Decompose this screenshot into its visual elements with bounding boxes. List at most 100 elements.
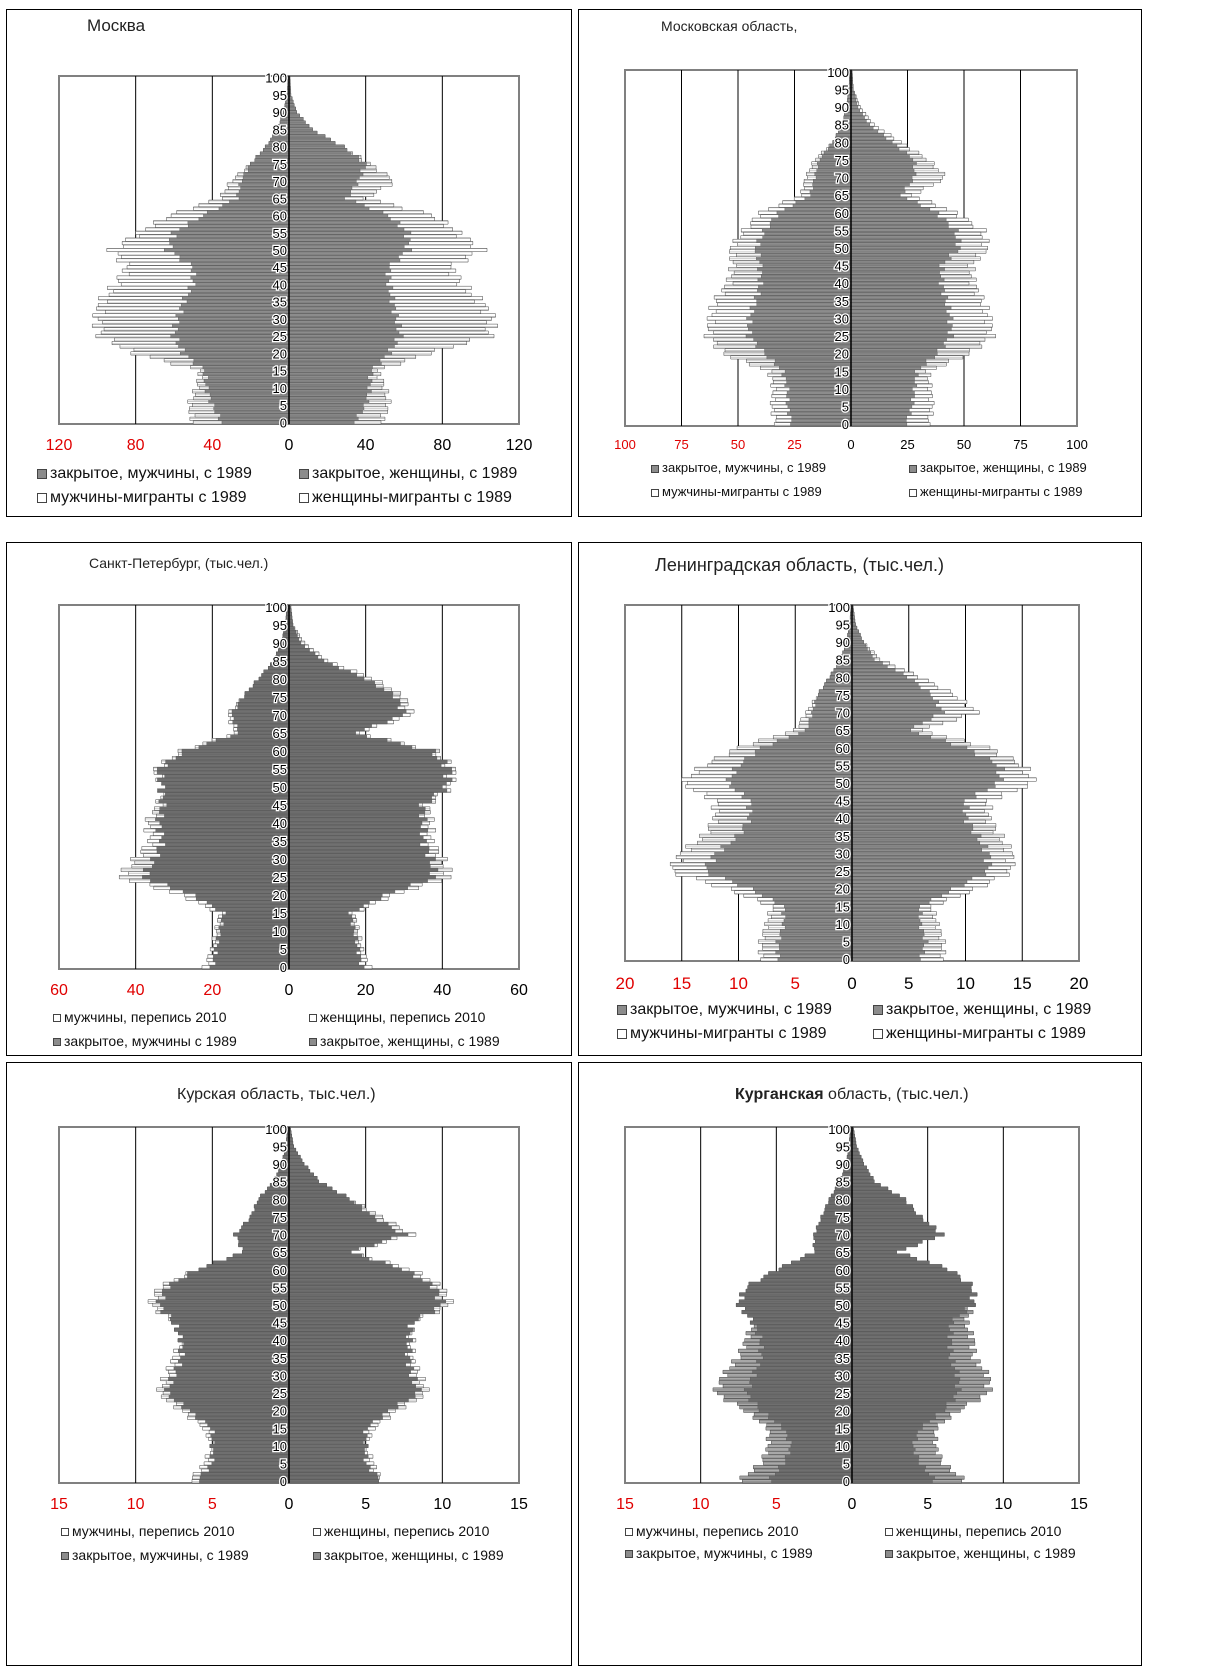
legend-label: закрытое, мужчины, с 1989 — [636, 1545, 813, 1561]
legend-item: женщины, перепись 2010 — [885, 1523, 1061, 1539]
legend-item: мужчины, перепись 2010 — [53, 1009, 227, 1025]
x-tick-label: 20 — [1070, 974, 1089, 993]
bar-series-stripes — [852, 1127, 978, 1483]
legend-swatch-migrant — [313, 1528, 321, 1537]
age-tick-label: 55 — [835, 223, 849, 238]
legend-item: закрытое, женщины, с 1989 — [885, 1545, 1076, 1561]
age-tick-label: 15 — [836, 1421, 850, 1436]
x-tick-label: 50 — [731, 437, 745, 452]
age-tick-label: 30 — [836, 846, 850, 861]
age-tick-label: 90 — [273, 1157, 287, 1172]
age-tick-label: 10 — [836, 917, 850, 932]
age-tick-label: 45 — [273, 798, 287, 813]
legend-item: женщины-мигранты с 1989 — [909, 484, 1082, 499]
age-tick-label: 95 — [835, 82, 849, 97]
x-tick-label: 100 — [614, 437, 636, 452]
age-tick-label: 20 — [836, 882, 850, 897]
legend-swatch-closed — [651, 464, 659, 473]
age-tick-label: 25 — [273, 1386, 287, 1401]
age-tick-label: 100 — [265, 1122, 287, 1137]
pyramid-chart: 1009590858075706560555045403530252015105… — [46, 69, 533, 454]
x-tick-label: 10 — [729, 974, 748, 993]
age-tick-label: 70 — [836, 706, 850, 721]
age-tick-label: 5 — [843, 935, 850, 950]
age-tick-label: 70 — [273, 1228, 287, 1243]
age-tick-label: 60 — [273, 744, 287, 759]
legend-swatch-migrant — [53, 1014, 61, 1023]
legend-swatch-migrant — [61, 1528, 69, 1537]
age-tick-label: 15 — [835, 364, 849, 379]
legend-label: закрытое, мужчины, с 1989 — [50, 465, 252, 482]
age-tick-label: 70 — [836, 1228, 850, 1243]
series-female-inner — [851, 1126, 978, 1484]
age-tick-label: 25 — [835, 329, 849, 344]
series-male-inner — [745, 69, 852, 427]
age-tick-label: 50 — [835, 241, 849, 256]
age-tick-label: 85 — [273, 122, 287, 137]
x-tick-label: 10 — [692, 1496, 710, 1513]
bar-series-stripes — [736, 1127, 852, 1483]
legend-item: закрытое, мужчины, с 1989 — [625, 1545, 813, 1561]
chart-title: Московская область, — [661, 18, 798, 34]
age-tick-label: 0 — [280, 415, 287, 430]
legend-label: закрытое, мужчины с 1989 — [64, 1033, 237, 1049]
x-tick-label: 5 — [208, 1496, 217, 1513]
age-tick-label: 85 — [273, 654, 287, 669]
age-tick-label: 40 — [836, 811, 850, 826]
age-tick-label: 80 — [273, 1192, 287, 1207]
x-tick-label: 5 — [791, 974, 800, 993]
bar-series-stripes — [852, 605, 1005, 961]
age-tick-label: 90 — [273, 636, 287, 651]
legend-swatch-closed — [61, 1552, 69, 1561]
x-tick-label: 10 — [127, 1496, 145, 1513]
x-tick-label: 40 — [203, 437, 221, 454]
legend-label: мужчины, перепись 2010 — [64, 1009, 227, 1025]
age-tick-label: 55 — [273, 762, 287, 777]
age-tick-label: 30 — [273, 852, 287, 867]
x-tick-label: 15 — [1013, 974, 1032, 993]
x-tick-label: 5 — [361, 1496, 370, 1513]
x-tick-label: 100 — [1066, 437, 1088, 452]
chart-panel-kursk-oblast: Курская область, тыс.чел.) 100 95 90 85 80 75… — [6, 1062, 572, 1666]
x-tick-label: 60 — [510, 982, 528, 999]
age-tick-label: 95 — [273, 88, 287, 103]
age-tick-label: 95 — [273, 618, 287, 633]
age-tick-label: 40 — [273, 1333, 287, 1348]
age-tick-label: 80 — [273, 672, 287, 687]
series-female-inner — [288, 604, 453, 970]
age-tick-label: 55 — [273, 226, 287, 241]
chart-panel-leningrad-oblast: Ленинградская область, (тыс.чел.) 100 95 9… — [578, 542, 1142, 1056]
pyramid-chart: 1009590858075706560555045403530252015105… — [50, 599, 528, 999]
age-tick-label: 85 — [273, 1175, 287, 1190]
age-tick-label: 35 — [835, 294, 849, 309]
x-tick-label: 20 — [357, 982, 375, 999]
age-tick-label: 100 — [265, 600, 287, 615]
age-tick-label: 35 — [836, 829, 850, 844]
age-tick-label: 50 — [836, 1298, 850, 1313]
age-tick-label: 10 — [835, 382, 849, 397]
age-tick-label: 65 — [273, 191, 287, 206]
legend-item: мужчины-мигранты с 1989 — [37, 489, 247, 507]
age-tick-label: 60 — [835, 206, 849, 221]
age-tick-label: 100 — [828, 1122, 850, 1137]
x-tick-label: 15 — [616, 1496, 634, 1513]
x-tick-label: 5 — [772, 1496, 781, 1513]
legend-item: закрытое, мужчины, с 1989 — [61, 1547, 249, 1563]
age-tick-label: 75 — [836, 1210, 850, 1225]
legend-swatch-closed — [885, 1550, 893, 1559]
bar-series-stripes — [289, 76, 412, 424]
age-tick-label: 25 — [273, 870, 287, 885]
legend-label: закрытое, женщины, с 1989 — [312, 465, 518, 482]
age-tick-label: 35 — [273, 295, 287, 310]
legend-swatch-migrant — [873, 1028, 883, 1039]
age-tick-label: 65 — [836, 723, 850, 738]
age-tick-label: 55 — [836, 1280, 850, 1295]
age-tick-label: 70 — [835, 171, 849, 186]
age-tick-label: 25 — [836, 864, 850, 879]
pyramid-chart: 1009590858075706560555045403530252015105… — [50, 1121, 528, 1513]
x-tick-label: 25 — [787, 437, 801, 452]
age-tick-label: 5 — [843, 1457, 850, 1472]
age-tick-label: 95 — [273, 1139, 287, 1154]
age-tick-label: 55 — [273, 1280, 287, 1295]
legend-swatch-migrant — [617, 1028, 627, 1039]
